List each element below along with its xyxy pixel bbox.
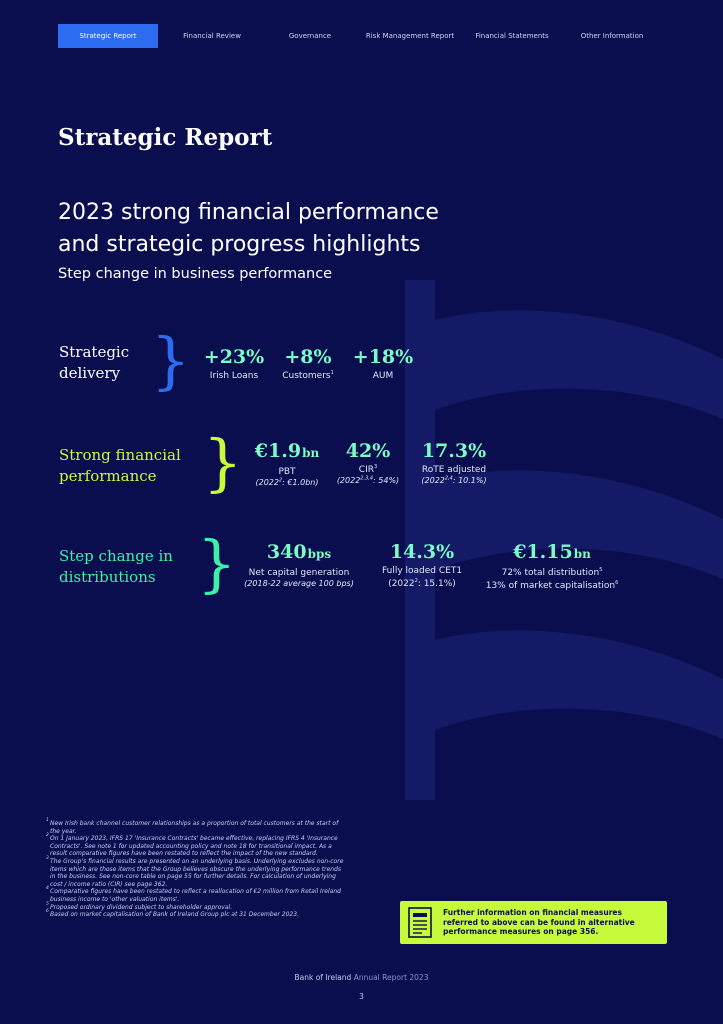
metric-label: RoTE adjusted [421, 465, 487, 475]
watermark-logo [405, 280, 723, 800]
page-number: 3 [359, 992, 364, 1001]
metric-fully-loaded-cet1: 14.3% Fully loaded CET1 (20222: 15.1%) [352, 540, 492, 590]
section-title-line-1: Step change in [59, 547, 173, 565]
tab-governance[interactable]: Governance [288, 32, 332, 40]
metric-label: PBT [278, 467, 296, 477]
metric-label: Irish Loans [209, 371, 259, 381]
metric-value: +8% [284, 346, 332, 368]
footnote: 6 Based on market capitalisation of Bank … [46, 909, 299, 919]
document-icon [408, 907, 432, 938]
metric-label: Customers1 [282, 370, 334, 382]
metric-comparison: (20222: €1.0bn) [255, 477, 319, 487]
metric-cir: 42% CIR3 (20222,3,4: 54%) [298, 439, 438, 486]
metric-value: 17.3% [421, 440, 487, 462]
section-title-line-2: distributions [59, 568, 156, 586]
metric-value: €1.9bn [254, 440, 320, 462]
headline-line-2: and strategic progress highlights [58, 232, 421, 257]
footer-brand: Bank of Ireland [294, 973, 352, 982]
subheadline: Step change in business performance [58, 266, 333, 282]
footnote: 3 The Group's financial results are prese… [46, 855, 344, 888]
metric-comparison: (20222: 15.1%) [388, 578, 456, 590]
footnotes: 1 New Irish bank channel customer relatio… [46, 818, 346, 919]
metric-value: 340bps [266, 541, 332, 563]
section-distributions-title: Step change in distributions [59, 546, 173, 588]
metric-customers: +8% Customers1 [238, 345, 378, 382]
page-footer: Bank of Ireland Annual Report 2023 [0, 973, 723, 982]
metric-value: +18% [352, 346, 414, 368]
metric-label: CIR3 [358, 464, 378, 476]
tab-financial-review[interactable]: Financial Review [183, 32, 241, 40]
headline: 2023 strong financial performance and st… [58, 197, 478, 261]
metric-label-secondary: 13% of market capitalisation6 [485, 580, 619, 592]
metric-value: +23% [203, 346, 265, 368]
metric-comparison: (2018-22 average 100 bps) [244, 579, 354, 588]
footnote: 2 On 1 January 2023, IFRS 17 'Insurance C… [46, 833, 338, 858]
headline-line-1: 2023 strong financial performance [58, 200, 439, 225]
section-title-line-1: Strong financial [59, 446, 181, 464]
metric-label: 72% total distribution5 [501, 567, 603, 579]
footer-report-name: Annual Report 2023 [353, 973, 429, 982]
metric-label: AUM [372, 371, 394, 381]
section-title-line-2: performance [59, 467, 157, 485]
metric-value: 42% [345, 440, 391, 462]
metric-label: Net capital generation [248, 568, 350, 578]
tab-financial-statements[interactable]: Financial Statements [475, 32, 549, 40]
tab-risk-management-report[interactable]: Risk Management Report [365, 32, 455, 40]
section-strategic-delivery-title: Strategic delivery [59, 342, 129, 384]
section-financial-performance-title: Strong financial performance [59, 445, 181, 487]
footnote: 1 New Irish bank channel customer relatio… [46, 818, 339, 835]
metric-comparison: (20222,4: 10.1%) [421, 475, 487, 485]
alternative-performance-measures-callout[interactable]: Further information on financial measure… [400, 901, 667, 944]
section-title-line-2: delivery [59, 364, 121, 382]
brace-icon: } [203, 426, 243, 499]
footnote: 5 Proposed ordinary dividend subject to s… [46, 901, 233, 911]
metric-label: Fully loaded CET1 [381, 566, 463, 576]
metric-aum: +18% AUM [313, 345, 453, 382]
metric-total-distribution: €1.15bn 72% total distribution5 13% of m… [482, 540, 622, 592]
tab-other-information[interactable]: Other Information [580, 32, 644, 40]
metric-value: 14.3% [389, 541, 455, 563]
metric-pbt: €1.9bn PBT (20222: €1.0bn) [217, 439, 357, 488]
metric-net-capital-generation: 340bps Net capital generation (2018-22 a… [229, 540, 369, 589]
metric-value: €1.15bn [513, 541, 591, 563]
callout-text: Further information on financial measure… [443, 908, 635, 936]
page-title: Strategic Report [58, 124, 273, 151]
metric-comparison: (20222,3,4: 54%) [336, 475, 400, 485]
brace-icon: } [151, 324, 191, 397]
section-title-line-1: Strategic [59, 343, 130, 361]
metric-irish-loans: +23% Irish Loans [164, 345, 304, 382]
brace-icon: } [197, 527, 237, 600]
tab-strategic-report[interactable]: Strategic Report [58, 24, 158, 48]
footnote: 4 Comparative figures have been restated … [46, 886, 341, 903]
metric-rote-adjusted: 17.3% RoTE adjusted (20222,4: 10.1%) [384, 439, 524, 486]
